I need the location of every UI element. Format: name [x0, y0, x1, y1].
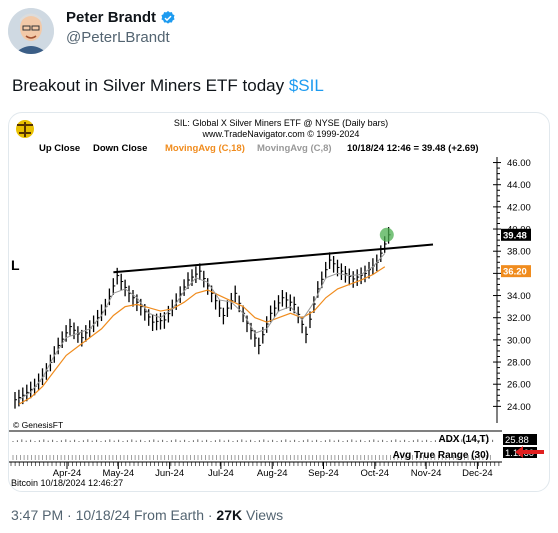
y-tick-label: 34.00 — [507, 291, 531, 302]
y-tick-label: 28.00 — [507, 358, 531, 369]
author-handle[interactable]: @PeterLBrandt — [66, 29, 170, 46]
price-tag-label: 36.20 — [503, 267, 527, 278]
indicator-atr-label: Avg True Range (30) — [393, 450, 489, 461]
indicator-adx-value: 25.88 — [505, 435, 529, 446]
chart-subtitle: www.TradeNavigator.com © 1999-2024 — [202, 129, 360, 139]
y-tick-label: 30.00 — [507, 335, 531, 346]
y-tick-label: 46.00 — [507, 158, 531, 169]
legend-ma18: MovingAvg (C,18) — [165, 143, 245, 154]
price-tags: 39.48 36.20 — [501, 228, 531, 278]
tradenavigator-logo-icon — [16, 120, 34, 138]
cashtag-link[interactable]: $SIL — [288, 76, 324, 95]
indicator-adx-label: ADX (14,T) — [438, 434, 489, 445]
verified-badge-icon — [161, 10, 175, 24]
x-tick-label: Nov-24 — [411, 468, 442, 479]
indicator-panel: ADX (14,T)Avg True Range (30)25.881.1260 — [12, 434, 537, 461]
avatar-image — [8, 8, 54, 54]
price-tag-bg — [501, 265, 531, 278]
post-timestamp[interactable]: 3:47 PM · 10/18/24 From Earth · — [11, 507, 217, 523]
price-tag-bg — [501, 228, 531, 241]
y-tick-label: 24.00 — [507, 402, 531, 413]
price-chart: SIL: Global X Silver Miners ETF @ NYSE (… — [9, 118, 544, 488]
red-arrow-icon — [515, 446, 544, 458]
tweet-text: Breakout in Silver Miners ETF today $SIL — [12, 76, 324, 96]
y-tick-label: 26.00 — [507, 380, 531, 391]
x-tick-label: Sep-24 — [308, 468, 339, 479]
y-axis: 24.0026.0028.0030.0032.0034.0036.0038.00… — [493, 157, 531, 423]
x-tick-label: Dec-24 — [462, 468, 493, 479]
legend-ma8: MovingAvg (C,8) — [257, 143, 332, 154]
x-axis: Apr-24 May-24 Jun-24 Jul-24 Aug-24 Sep-24 Oct-… — [9, 461, 502, 479]
tweet-meta: 3:47 PM · 10/18/24 From Earth · 27K View… — [11, 507, 283, 523]
y-tick-label: 44.00 — [507, 180, 531, 191]
legend-up-close: Up Close — [39, 143, 80, 154]
price-bars — [14, 227, 391, 409]
chart-title: SIL: Global X Silver Miners ETF @ NYSE (… — [174, 118, 388, 128]
author-name[interactable]: Peter Brandt — [66, 9, 157, 26]
x-tick-label: Aug-24 — [257, 468, 288, 479]
left-marker: L — [11, 257, 20, 273]
views-label: Views — [242, 507, 284, 523]
tweet-body: Breakout in Silver Miners ETF today — [12, 76, 289, 95]
price-tag-label: 39.48 — [503, 230, 527, 241]
series-ma18-line — [18, 266, 386, 405]
y-tick-label: 42.00 — [507, 202, 531, 213]
chart-timestamp: Bitcoin 10/18/2024 12:46:27 — [11, 478, 123, 488]
y-tick-label: 38.00 — [507, 247, 531, 258]
quote-readout: 10/18/24 12:46 = 39.48 (+2.69) — [347, 143, 479, 154]
adx-value-bg — [503, 434, 537, 445]
trendline — [113, 243, 434, 274]
chart-image[interactable]: SIL: Global X Silver Miners ETF @ NYSE (… — [8, 112, 550, 492]
x-tick-label: May-24 — [102, 468, 134, 479]
x-tick-label: Jun-24 — [155, 468, 184, 479]
y-tick-label: 32.00 — [507, 313, 531, 324]
series-ma8-line — [18, 253, 386, 401]
copyright-text: © GenesisFT — [13, 420, 63, 430]
x-tick-label: Oct-24 — [361, 468, 390, 479]
legend-down-close: Down Close — [93, 143, 147, 154]
views-count: 27K — [216, 507, 243, 523]
breakout-marker — [379, 227, 394, 242]
avatar[interactable] — [8, 8, 54, 54]
x-tick-label: Apr-24 — [53, 468, 82, 479]
x-tick-label: Jul-24 — [208, 468, 234, 479]
